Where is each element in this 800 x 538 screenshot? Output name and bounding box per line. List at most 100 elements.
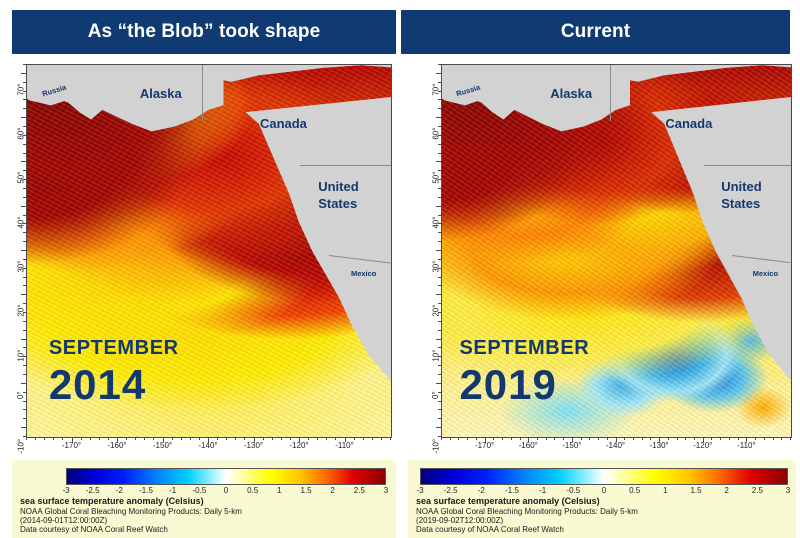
border-alaska-canada <box>609 65 611 121</box>
y-axis-tick <box>438 223 441 225</box>
colorbar-tick-label: 0 <box>601 486 607 495</box>
y-axis-tick-label: 60° <box>431 127 441 140</box>
y-axis-tick <box>23 152 26 154</box>
y-axis-tick <box>23 90 26 92</box>
y-axis-tick <box>438 179 441 181</box>
y-axis-right: 70° 60° 50° 40° 30° 20° 10° 0° -10° <box>417 64 441 454</box>
x-axis-tick-label: -130° <box>649 441 669 450</box>
y-axis-tick <box>21 72 26 74</box>
x-axis-tick-label: -160° <box>107 441 127 450</box>
caption-line2-left: NOAA Global Coral Bleaching Monitoring P… <box>20 507 242 516</box>
caption-title-left: sea surface temperature anomaly (Celsius… <box>20 496 204 506</box>
y-axis-tick <box>21 205 26 207</box>
colorbar-tick-label: -1.5 <box>139 486 153 495</box>
y-axis-tick <box>23 99 26 101</box>
x-axis-tick <box>390 437 391 440</box>
x-axis-tick <box>198 437 200 440</box>
y-axis-tick <box>23 214 26 216</box>
y-axis-tick-label: -10° <box>431 439 441 454</box>
colorbar-tick-label: 2 <box>724 486 729 495</box>
panel-divider <box>399 0 400 533</box>
y-axis-tick <box>438 241 441 243</box>
y-axis-tick <box>23 64 26 65</box>
map-label-united-states-line2: States <box>318 196 358 212</box>
y-axis-tick <box>23 81 26 83</box>
x-axis-tick-label: -120° <box>693 441 713 450</box>
x-axis-tick <box>502 437 504 440</box>
x-axis-tick <box>62 437 64 440</box>
stamp-year-left: 2014 <box>48 360 147 408</box>
panel-title-left: As “the Blob” took shape <box>87 21 321 42</box>
y-axis-tick-label: 20° <box>16 304 26 317</box>
x-axis-tick-label: -150° <box>152 441 173 450</box>
y-axis-tick <box>23 436 26 437</box>
y-axis-tick <box>436 338 441 340</box>
y-axis-tick-label: 30° <box>16 260 26 273</box>
x-axis-tick <box>536 437 538 440</box>
map-2019: Russia Alaska Canada United States Mexic… <box>441 64 792 438</box>
x-axis-tick <box>641 437 643 440</box>
y-axis-tick-label: 0° <box>16 391 26 399</box>
x-axis-tick <box>35 437 37 440</box>
border-alaska-canada <box>201 65 203 121</box>
y-axis-tick <box>438 134 441 136</box>
x-axis-left: -170° -160° -150° -140° -130° -120° -110° <box>26 437 391 455</box>
y-axis-tick <box>23 329 26 331</box>
x-axis-tick <box>262 437 264 440</box>
x-axis-tick <box>80 437 82 440</box>
x-axis-tick <box>71 437 73 442</box>
x-axis-tick <box>326 437 328 440</box>
map-label-mexico: Mexico <box>350 268 377 278</box>
y-axis-tick <box>438 108 441 110</box>
colorbar-tick-label: -2 <box>477 486 485 495</box>
x-axis-tick <box>271 437 273 440</box>
y-axis-tick <box>438 90 441 92</box>
colorbar-tick-label: 1 <box>663 486 668 495</box>
colorbar-tick-label: 3 <box>785 486 791 495</box>
border-canada-us <box>300 165 391 167</box>
y-axis-tick <box>23 196 26 198</box>
y-axis-tick <box>438 312 441 313</box>
map-2014: Russia Alaska Canada United States Mexic… <box>26 64 392 438</box>
x-axis-tick-label: -130° <box>243 441 264 450</box>
map-label-alaska: Alaska <box>550 86 593 102</box>
x-axis-tick <box>217 437 219 440</box>
y-axis-tick <box>438 267 441 269</box>
x-axis-tick <box>598 437 600 440</box>
y-axis-tick-label: 20° <box>431 304 441 317</box>
x-axis-tick <box>144 437 146 440</box>
colorbar-tick-label: 0.5 <box>629 486 641 495</box>
y-axis-tick <box>438 99 441 101</box>
x-axis-tick <box>685 437 687 440</box>
x-axis-tick <box>344 437 346 442</box>
x-axis-tick <box>519 437 521 440</box>
colorbar-left <box>66 468 386 485</box>
y-axis-left: 70° 60° 50° 40° 30° 20° 10° 0° -10° <box>2 64 26 454</box>
x-axis-tick <box>545 437 547 440</box>
y-axis-tick-label: 10° <box>16 349 26 362</box>
y-axis-tick <box>436 117 441 119</box>
x-axis-tick <box>380 437 382 440</box>
y-axis-tick <box>438 232 441 234</box>
x-axis-tick <box>126 437 128 440</box>
x-axis-tick <box>755 437 757 440</box>
x-axis-tick <box>667 437 669 440</box>
x-axis-tick <box>728 437 730 440</box>
y-axis-tick <box>23 400 26 402</box>
map-label-united-states-line1: United <box>721 179 762 195</box>
colorbar-tick-label: -2.5 <box>85 486 100 495</box>
y-axis-tick <box>23 188 26 189</box>
x-axis-tick <box>171 437 173 440</box>
colorbar-tick-label: -1 <box>169 486 177 495</box>
y-axis-tick <box>438 418 441 420</box>
colorbar-tick-label: 3 <box>383 486 389 495</box>
y-axis-tick <box>438 196 441 198</box>
y-axis-tick-label: 50° <box>431 171 441 185</box>
x-axis-tick-label: -160° <box>518 441 538 450</box>
y-axis-tick <box>438 347 441 349</box>
y-axis-tick <box>438 258 441 260</box>
y-axis-tick <box>23 374 26 375</box>
panel-title-right: Current <box>560 21 631 42</box>
x-axis-tick <box>790 437 791 440</box>
